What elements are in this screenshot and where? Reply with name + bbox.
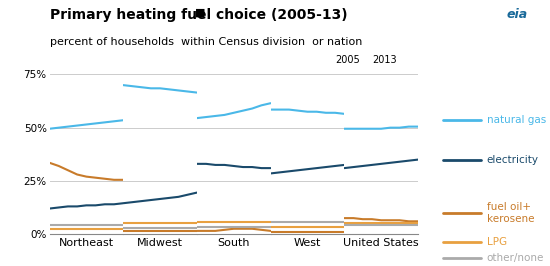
Text: ■: ■ <box>195 8 206 18</box>
X-axis label: United States: United States <box>343 238 419 248</box>
Text: eia: eia <box>507 8 528 21</box>
X-axis label: South: South <box>217 238 250 248</box>
Text: Primary heating fuel choice (2005-13): Primary heating fuel choice (2005-13) <box>50 8 347 22</box>
Text: percent of households  within Census division  or nation: percent of households within Census divi… <box>50 37 362 47</box>
X-axis label: West: West <box>294 238 321 248</box>
Text: other/none: other/none <box>487 253 544 263</box>
X-axis label: Midwest: Midwest <box>137 238 183 248</box>
X-axis label: Northeast: Northeast <box>59 238 114 248</box>
Text: LPG: LPG <box>487 237 507 247</box>
Text: electricity: electricity <box>487 155 539 165</box>
Text: fuel oil+
kerosene: fuel oil+ kerosene <box>487 202 534 224</box>
Text: 2005: 2005 <box>336 55 360 65</box>
Text: natural gas: natural gas <box>487 115 546 125</box>
Text: 2013: 2013 <box>372 55 397 65</box>
